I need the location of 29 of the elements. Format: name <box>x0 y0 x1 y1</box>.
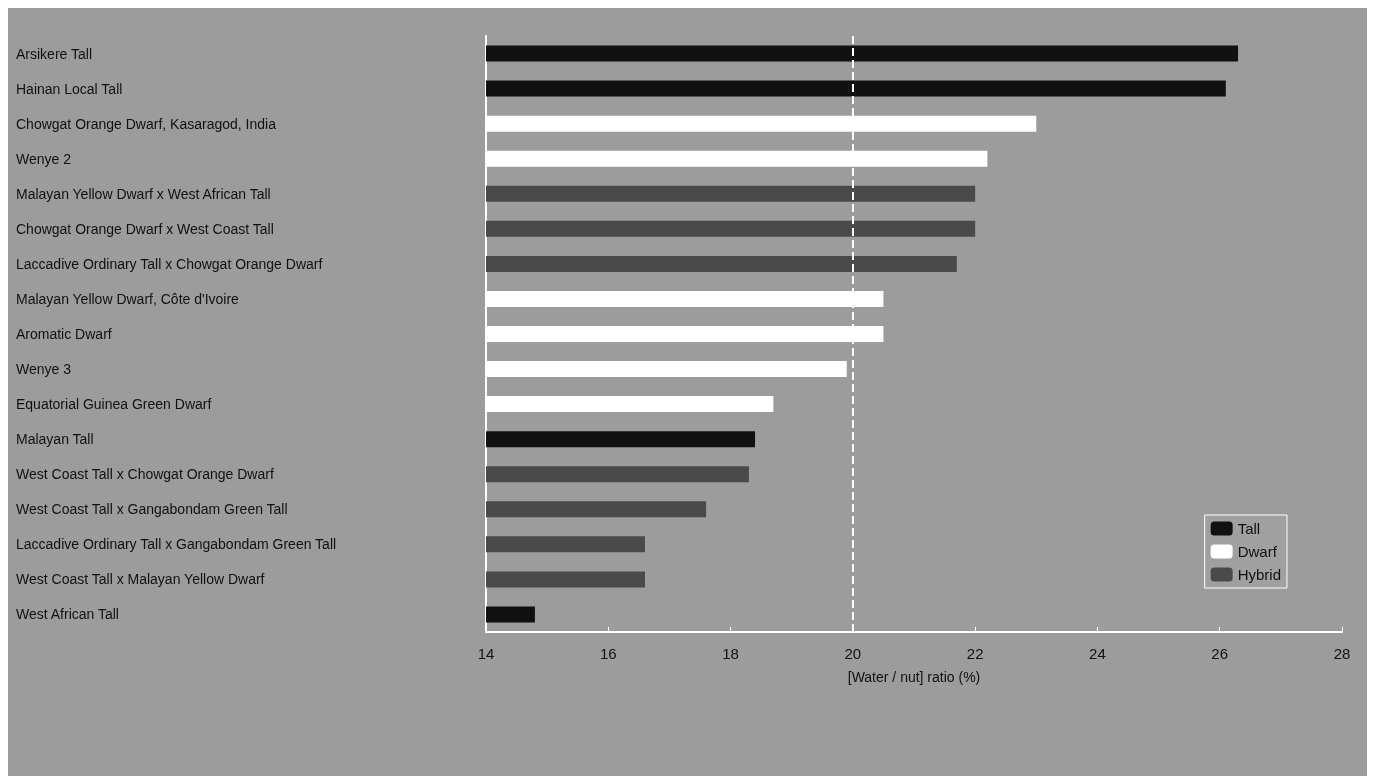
y-tick-label: West Coast Tall x Chowgat Orange Dwarf <box>16 466 274 483</box>
y-tick-label: Laccadive Ordinary Tall x Gangabondam Green Tall <box>16 536 337 553</box>
x-tick-label: 16 <box>599 645 617 662</box>
legend-label: Dwarf <box>1237 543 1278 560</box>
y-tick-label: Malayan Yellow Dwarf, Côte d'Ivoire <box>16 290 240 307</box>
x-tick-label: 28 <box>1333 645 1351 662</box>
y-tick-label: Laccadive Ordinary Tall x Chowgat Orange Dwarf <box>16 255 323 272</box>
x-tick-label: 18 <box>722 645 739 662</box>
x-tick-label: 14 <box>477 645 495 662</box>
y-tick-label: Malayan Tall <box>16 431 94 448</box>
y-tick-label: West African Tall <box>16 606 119 623</box>
y-tick-label: Aromatic Dwarf <box>16 326 112 342</box>
x-tick-label: 26 <box>1211 645 1229 662</box>
x-axis-title: [Water / nut] ratio (%) <box>847 669 981 685</box>
y-tick-label: Chowgat Orange Dwarf x West Coast Tall <box>16 220 274 237</box>
x-tick-label: 22 <box>966 645 984 662</box>
y-tick-label: Malayan Yellow Dwarf x West African Tall <box>16 185 271 202</box>
y-tick-label: Wenye 3 <box>16 361 72 378</box>
y-tick-label: West Coast Tall x Malayan Yellow Dwarf <box>16 571 265 588</box>
y-tick-label: Hainan Local Tall <box>16 80 123 97</box>
x-tick-label: 20 <box>844 645 862 662</box>
x-tick-label: 24 <box>1089 645 1106 662</box>
y-tick-label: Arsikere Tall <box>16 45 92 62</box>
y-tick-label: Equatorial Guinea Green Dwarf <box>16 396 212 413</box>
y-tick-label: Chowgat Orange Dwarf, Kasaragod, India <box>16 115 277 132</box>
legend-label: Hybrid <box>1237 566 1282 583</box>
legend-label: Tall <box>1237 520 1261 537</box>
y-tick-label: Wenye 2 <box>16 150 72 167</box>
y-tick-label: West Coast Tall x Gangabondam Green Tall <box>16 501 288 518</box>
